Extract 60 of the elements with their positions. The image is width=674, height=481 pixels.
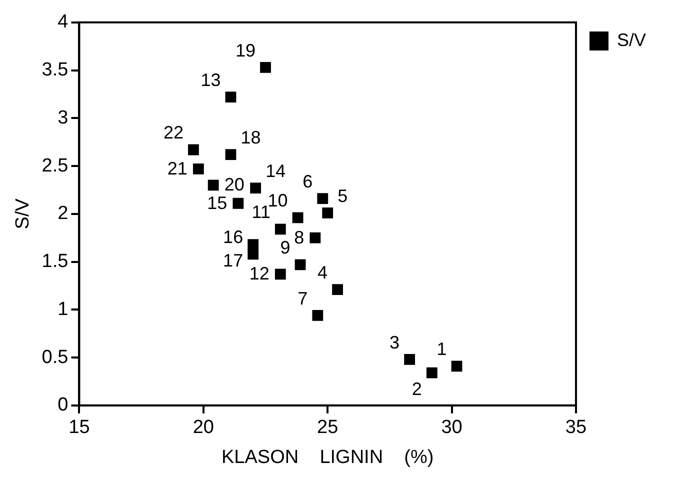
annotation: 22	[163, 122, 184, 143]
point	[208, 180, 219, 191]
annotation: 2	[412, 378, 422, 399]
point	[292, 212, 304, 224]
point	[232, 198, 244, 209]
point	[312, 310, 324, 321]
y-tick-label: 0	[58, 394, 68, 416]
annotation: 5	[338, 186, 348, 206]
x-tick-label: 15	[68, 417, 90, 438]
point	[451, 360, 462, 372]
annotation: 18	[240, 128, 261, 148]
annotation: 13	[200, 70, 221, 90]
x-tick-label: 30	[441, 417, 462, 438]
y-tick-label: 1.5	[42, 251, 68, 272]
annotation: 19	[235, 40, 256, 60]
annotation: 20	[224, 174, 244, 195]
annotation: 8	[294, 227, 304, 248]
annotation: 9	[280, 238, 290, 258]
annotation: 10	[268, 190, 288, 211]
point	[332, 284, 343, 295]
y-axis-title: S/V	[12, 198, 34, 230]
point	[310, 232, 321, 244]
annotation: 7	[298, 288, 308, 308]
annotation: 17	[223, 250, 244, 271]
annotation: 4	[318, 262, 328, 283]
point	[426, 367, 438, 378]
point	[260, 62, 271, 73]
point	[404, 354, 416, 365]
point	[192, 163, 204, 174]
annotation: 6	[302, 172, 313, 192]
x-axis-title: KLASON LIGNIN (%)	[221, 446, 434, 468]
point	[317, 193, 328, 204]
point	[225, 149, 236, 160]
y-tick-label: 4	[58, 12, 69, 33]
annotation: 15	[207, 192, 228, 213]
point	[274, 224, 286, 235]
y-tick-label: 2.5	[42, 155, 68, 176]
point	[248, 239, 259, 250]
point	[274, 268, 286, 280]
x-tick-label: 25	[317, 417, 338, 438]
legend-label: S/V	[616, 30, 646, 50]
annotation: 14	[266, 161, 286, 182]
point	[322, 207, 334, 218]
y-tick-label: 2	[58, 203, 68, 224]
annotation: 3	[390, 332, 400, 352]
annotation: 11	[252, 202, 270, 222]
annotation: 21	[167, 158, 188, 178]
y-tick-label: 1	[58, 298, 68, 320]
x-tick-label: 20	[192, 417, 214, 438]
y-tick-label: 3.5	[42, 60, 68, 81]
point	[294, 259, 306, 270]
point	[250, 182, 262, 194]
y-tick-label: 0.5	[42, 346, 68, 368]
point	[188, 144, 199, 156]
x-tick-label: 35	[565, 417, 587, 438]
annotation: 16	[223, 227, 244, 248]
annotation: 12	[249, 264, 270, 284]
y-tick-label: 3	[58, 107, 68, 128]
point	[225, 92, 236, 103]
annotation: 1	[436, 339, 447, 360]
